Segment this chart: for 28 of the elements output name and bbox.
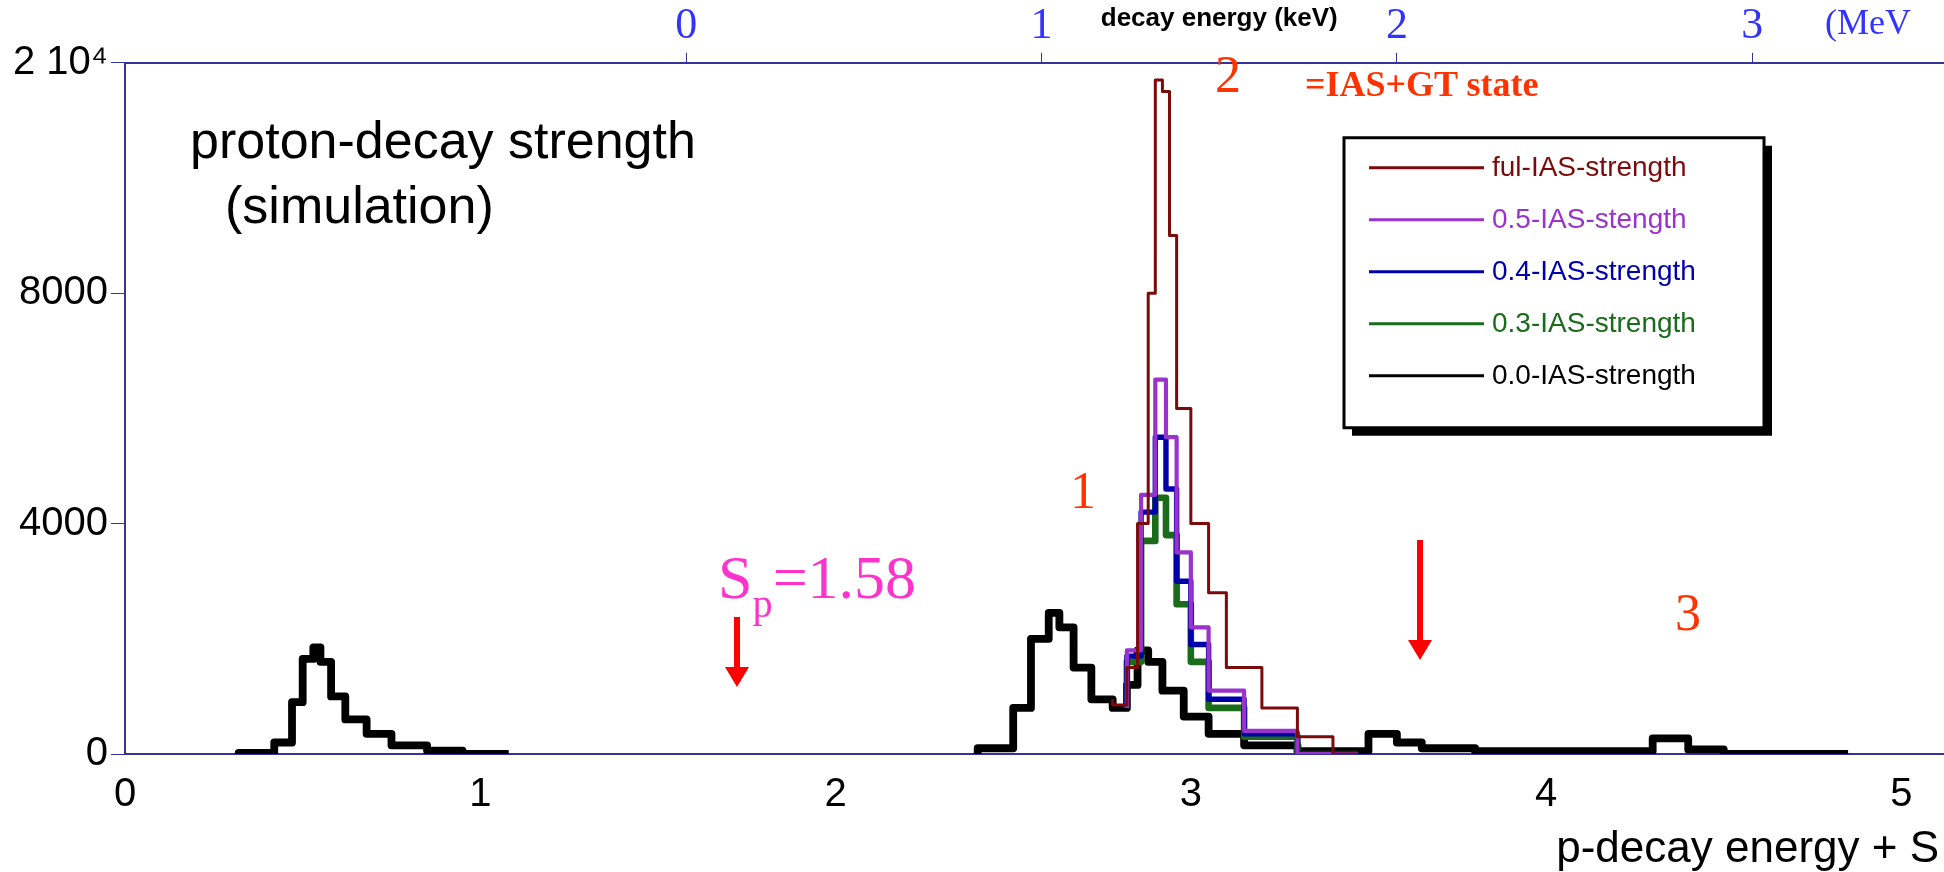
x-tick-label: 4 bbox=[1534, 770, 1558, 815]
y-tick-label: 8000 bbox=[19, 268, 109, 313]
x2-axis-title: decay energy (keV) bbox=[1100, 2, 1338, 32]
x2-tick-label: 0 bbox=[675, 0, 698, 48]
legend-label: 0.3-IAS-strength bbox=[1492, 306, 1696, 338]
legend-label: 0.5-IAS-stength bbox=[1492, 202, 1687, 234]
text: (MeV bbox=[1825, 2, 1911, 42]
x-tick-label: 1 bbox=[469, 770, 492, 815]
x-tick-label: 3 bbox=[1179, 770, 1202, 815]
x-axis-title: p-decay energy + S bbox=[1556, 822, 1939, 871]
annotation: =IAS+GT state bbox=[1305, 64, 1539, 104]
x-tick-label: 2 bbox=[824, 770, 847, 815]
annotation: 1 bbox=[1070, 462, 1096, 519]
x-tick-label: 0 bbox=[113, 770, 137, 815]
y-tick-label: 4000 bbox=[19, 498, 109, 543]
y-tick-label: 0 bbox=[85, 729, 109, 774]
x2-tick-label: 1 bbox=[1030, 0, 1053, 48]
legend-label: ful-IAS-strength bbox=[1492, 150, 1687, 182]
annotation: 2 bbox=[1215, 46, 1241, 103]
text: proton-decay strength bbox=[190, 110, 696, 169]
x2-tick-label: 3 bbox=[1741, 0, 1764, 48]
y-tick-label: 2 10⁴ bbox=[12, 37, 109, 82]
annotation: 3 bbox=[1675, 584, 1701, 641]
x2-tick-label: 2 bbox=[1385, 0, 1408, 48]
legend-label: 0.4-IAS-strength bbox=[1492, 254, 1696, 286]
legend-label: 0.0-IAS-strength bbox=[1492, 358, 1696, 390]
x-tick-label: 5 bbox=[1890, 770, 1913, 815]
text: (simulation) bbox=[225, 175, 494, 234]
